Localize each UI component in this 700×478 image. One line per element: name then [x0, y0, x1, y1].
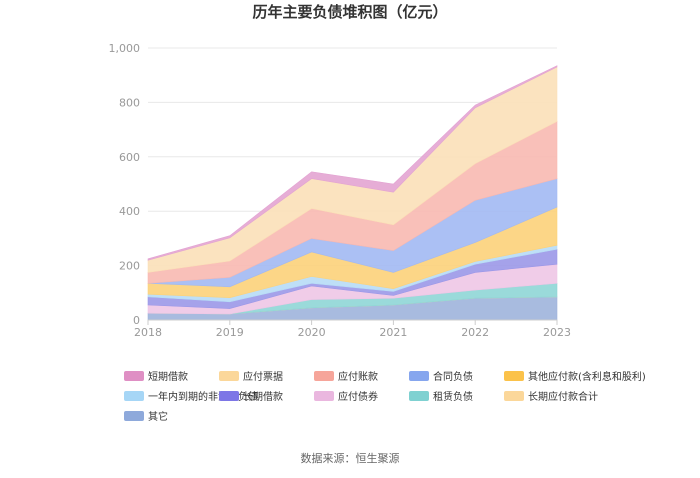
legend-label: 短期借款: [148, 370, 188, 383]
legend-swatch: [409, 371, 429, 381]
legend-swatch: [219, 371, 239, 381]
legend-label: 其他应付款(含利息和股利): [528, 370, 646, 383]
legend-swatch: [409, 391, 429, 401]
legend-item[interactable]: 其它: [124, 410, 168, 423]
legend-label: 一年内到期的非流动负债: [148, 390, 258, 403]
legend-item[interactable]: 应付票据: [219, 370, 283, 383]
x-tick-label: 2023: [543, 326, 571, 339]
legend-swatch: [314, 391, 334, 401]
chart-title: 历年主要负债堆积图（亿元）: [252, 3, 447, 21]
legend-item[interactable]: 长期应付款合计: [504, 390, 598, 403]
legend-label: 应付账款: [338, 370, 378, 383]
legend-swatch: [219, 391, 239, 401]
legend-swatch: [314, 371, 334, 381]
legend-label: 应付票据: [243, 370, 283, 383]
y-tick-label: 1,000: [109, 42, 141, 55]
legend-item[interactable]: 长期借款: [219, 390, 283, 403]
area-series: [147, 65, 558, 321]
y-tick-label: 400: [119, 205, 140, 218]
y-tick-label: 0: [133, 314, 140, 327]
legend: 短期借款 应付票据 应付账款 合同负债 其他应付款(含利息和股利) 一年内到期的非流动负债…: [124, 370, 646, 423]
x-tick-label: 2022: [461, 326, 489, 339]
legend-swatch: [124, 391, 144, 401]
legend-item[interactable]: 应付债券: [314, 390, 378, 403]
y-tick-label: 200: [119, 260, 140, 273]
y-tick-label: 800: [119, 96, 140, 109]
legend-item[interactable]: 租赁负债: [409, 390, 473, 403]
legend-item[interactable]: 短期借款: [124, 370, 188, 383]
legend-swatch: [504, 371, 524, 381]
x-tick-label: 2019: [216, 326, 244, 339]
legend-item[interactable]: 合同负债: [409, 370, 473, 383]
legend-item[interactable]: 其他应付款(含利息和股利): [504, 370, 646, 383]
legend-label: 其它: [148, 410, 168, 423]
legend-label: 长期应付款合计: [528, 390, 598, 403]
legend-item[interactable]: 应付账款: [314, 370, 378, 383]
area-series-短期借款: [147, 65, 558, 261]
x-tick-label: 2020: [298, 326, 326, 339]
axes: 0 200 400 600 800 1,000 2018 2019 2020 2021 2022 20…: [109, 42, 572, 339]
x-tick-label: 2021: [379, 326, 407, 339]
legend-swatch: [124, 371, 144, 381]
legend-swatch: [124, 411, 144, 421]
x-tick-label: 2018: [134, 326, 162, 339]
legend-swatch: [504, 391, 524, 401]
legend-label: 租赁负债: [433, 390, 473, 403]
legend-label: 应付债券: [338, 390, 378, 403]
y-tick-label: 600: [119, 151, 140, 164]
legend-label: 长期借款: [243, 390, 283, 403]
data-source: 数据来源：恒生聚源: [301, 451, 400, 465]
legend-label: 合同负债: [433, 370, 473, 383]
